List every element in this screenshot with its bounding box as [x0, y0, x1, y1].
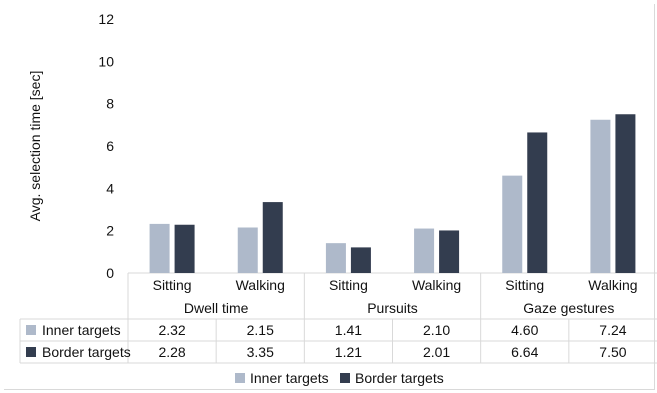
group-label: Pursuits [367, 300, 418, 316]
legend-label: Inner targets [250, 370, 329, 386]
table-series-name: Border targets [42, 344, 131, 360]
bar [527, 132, 548, 273]
y-tick-label: 12 [98, 11, 114, 27]
category-label: Sitting [153, 277, 192, 293]
bar [350, 247, 371, 273]
data-label: 2.10 [423, 322, 450, 338]
data-label: 7.24 [599, 322, 626, 338]
data-label: 2.28 [158, 344, 185, 360]
y-tick-label: 2 [106, 223, 114, 239]
bar [502, 175, 523, 273]
legend-swatch [235, 373, 245, 383]
y-axis-label: Avg. selection time [sec] [27, 71, 43, 222]
category-label: Sitting [505, 277, 544, 293]
bar [325, 243, 346, 273]
data-label: 2.32 [158, 322, 185, 338]
bar [590, 119, 611, 274]
data-label: 2.15 [247, 322, 274, 338]
data-label: 6.64 [511, 344, 538, 360]
data-label: 4.60 [511, 322, 538, 338]
bar [237, 227, 258, 273]
category-label: Sitting [329, 277, 368, 293]
category-label: Walking [236, 277, 285, 293]
table-series-key [26, 347, 36, 357]
legend: Inner targets Border targets [235, 370, 444, 386]
data-label: 3.35 [247, 344, 274, 360]
table-series-key [26, 325, 36, 335]
chart-frame [4, 4, 655, 390]
data-table: Sitting Walking Sitting Walking Sitting Walki… [19, 273, 657, 364]
bar [615, 114, 636, 273]
legend-label: Border targets [355, 370, 444, 386]
y-tick-label: 0 [106, 265, 114, 281]
category-label: Walking [588, 277, 637, 293]
group-label: Dwell time [184, 300, 249, 316]
data-label: 2.01 [423, 344, 450, 360]
bars [149, 114, 636, 274]
y-tick-label: 8 [106, 96, 114, 112]
data-label: 1.41 [335, 322, 362, 338]
bar [262, 202, 283, 273]
data-label: 1.21 [335, 344, 362, 360]
bar [174, 224, 195, 273]
legend-swatch [340, 373, 350, 383]
bar [414, 228, 435, 273]
bar [439, 230, 460, 273]
y-tick-label: 4 [106, 180, 114, 196]
category-label: Walking [412, 277, 461, 293]
data-label: 7.50 [599, 344, 626, 360]
bar [149, 223, 170, 273]
y-tick-label: 10 [98, 53, 114, 69]
table-series-name: Inner targets [42, 322, 121, 338]
y-tick-label: 6 [106, 138, 114, 154]
axes: 0 2 4 6 8 10 12 [98, 11, 657, 281]
group-label: Gaze gestures [523, 300, 614, 316]
